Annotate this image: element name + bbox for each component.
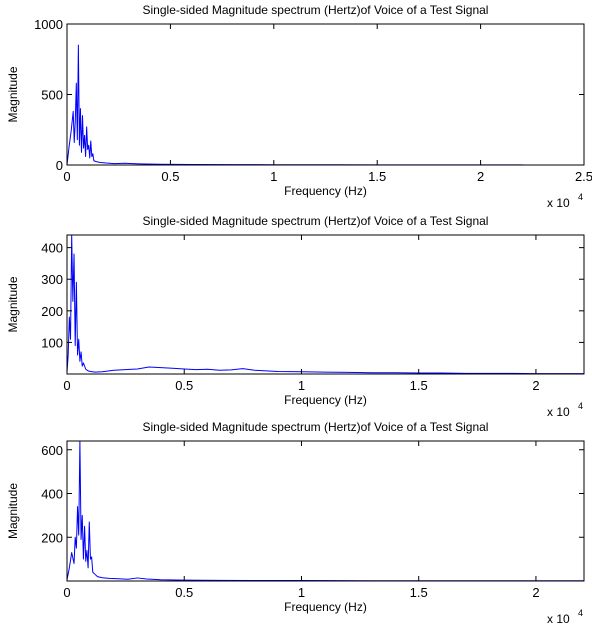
chart-panel-3: 0 0.5 1 1.5 2 200 400 600 Single-sided Magnitude… <box>6 420 585 626</box>
x-tick-label: 0 <box>63 378 70 393</box>
y-tick-label: 300 <box>41 272 63 287</box>
x-tick-label: 0 <box>63 585 70 600</box>
chart-panel-1: 0 0.5 1 1.5 2 2.5 0 500 1000 Single-sided Magnitu… <box>6 3 592 210</box>
y-tick-label: 100 <box>41 335 63 350</box>
x-tick-label: 1 <box>298 378 305 393</box>
chart-panel-2: 0 0.5 1 1.5 2 100 200 300 400 Single-sided Magnit… <box>6 214 585 419</box>
y-tick-label: 0 <box>56 158 63 173</box>
y-tick-label: 400 <box>41 241 63 256</box>
x-axis-label: Frequency (Hz) <box>284 184 367 198</box>
x-tick-label: 1 <box>298 585 305 600</box>
spectrum-line <box>67 44 523 165</box>
x-tick-label: 2 <box>477 169 484 184</box>
chart-title: Single-sided Magnitude spectrum (Hertz)o… <box>143 3 489 17</box>
x-tick-label: 0.5 <box>161 169 179 184</box>
y-axis-label: Magnitude <box>6 66 20 122</box>
x-axis-label: Frequency (Hz) <box>284 600 367 614</box>
x-exponent-power: 4 <box>578 608 583 618</box>
x-tick-label: 1.5 <box>368 169 386 184</box>
x-exponent-power: 4 <box>578 192 583 202</box>
spectrum-line <box>67 235 584 374</box>
x-exponent-power: 4 <box>578 401 583 411</box>
x-axis-label: Frequency (Hz) <box>284 393 367 407</box>
y-tick-label: 600 <box>41 443 63 458</box>
y-tick-label: 200 <box>41 530 63 545</box>
y-axis-label: Magnitude <box>6 276 20 332</box>
x-tick-label: 0 <box>63 169 70 184</box>
x-tick-label: 2 <box>532 585 539 600</box>
axes-box <box>66 440 585 582</box>
chart-title: Single-sided Magnitude spectrum (Hertz)o… <box>143 214 489 228</box>
x-tick-label: 0.5 <box>175 378 193 393</box>
x-tick-label: 2.5 <box>575 169 592 184</box>
y-tick-label: 400 <box>41 487 63 502</box>
y-tick-label: 500 <box>41 88 63 103</box>
axes-box <box>66 23 585 166</box>
y-axis-label: Magnitude <box>6 483 20 539</box>
x-tick-label: 1.5 <box>410 585 428 600</box>
x-exponent-label: x 10 <box>547 612 570 626</box>
y-tick-label: 1000 <box>34 17 63 32</box>
axes-box <box>66 234 585 375</box>
x-tick-label: 0.5 <box>175 585 193 600</box>
x-exponent-label: x 10 <box>547 405 570 419</box>
x-tick-label: 1 <box>270 169 277 184</box>
spectrum-line <box>67 441 584 581</box>
x-tick-label: 1.5 <box>410 378 428 393</box>
y-tick-label: 200 <box>41 304 63 319</box>
x-exponent-label: x 10 <box>547 196 570 210</box>
chart-title: Single-sided Magnitude spectrum (Hertz)o… <box>143 420 489 434</box>
x-tick-label: 2 <box>532 378 539 393</box>
